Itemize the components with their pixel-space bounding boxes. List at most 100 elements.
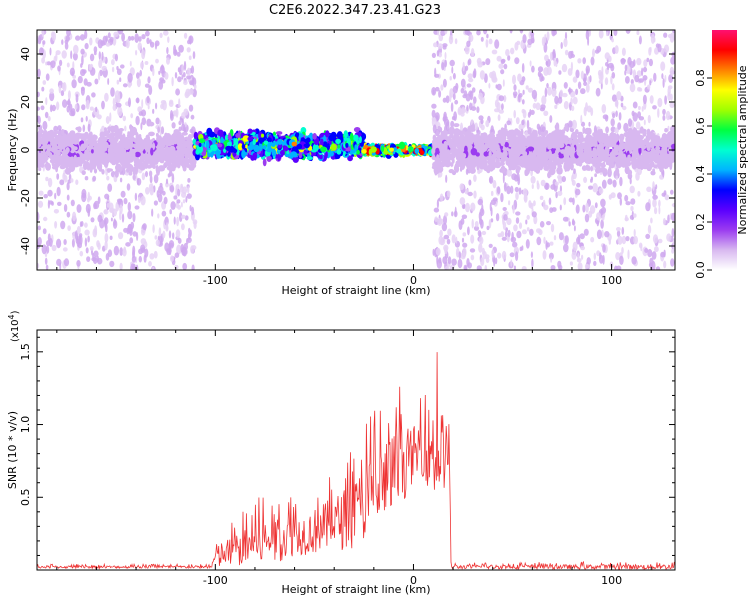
spectrogram-noise-mark bbox=[607, 178, 613, 185]
spectrogram-noise-mark bbox=[440, 239, 444, 246]
spectrogram-noise-mark bbox=[89, 246, 94, 251]
spectrogram-band-mark bbox=[107, 147, 115, 155]
spectrogram-noise-mark bbox=[615, 110, 618, 118]
spectrogram-noise-mark bbox=[537, 71, 542, 78]
spectrogram-noise-mark bbox=[440, 84, 444, 91]
spectrogram-noise-mark bbox=[550, 257, 553, 263]
spectrogram-noise-mark bbox=[610, 64, 615, 72]
spectrogram-noise-mark bbox=[454, 38, 458, 45]
spectrogram-band-mark bbox=[247, 136, 253, 141]
spectrogram-noise-mark bbox=[186, 193, 192, 199]
spectrogram-noise-mark bbox=[502, 207, 507, 211]
spectrogram-noise-mark bbox=[537, 66, 544, 73]
spectrogram-noise-mark bbox=[480, 124, 485, 131]
spectrogram-band-mark bbox=[89, 165, 93, 173]
spectrogram-noise-mark bbox=[652, 105, 657, 110]
spectrogram-noise-mark bbox=[516, 230, 522, 239]
spectrogram-noise-mark bbox=[41, 86, 45, 92]
spectrogram-noise-mark bbox=[528, 200, 532, 209]
spectrogram-noise-mark bbox=[37, 236, 42, 246]
spectrogram-noise-mark bbox=[89, 106, 94, 111]
spectrogram-noise-mark bbox=[63, 239, 67, 245]
spectrogram-noise-mark bbox=[72, 74, 76, 79]
spectrogram-noise-mark bbox=[658, 199, 661, 208]
spectrogram-noise-mark bbox=[525, 219, 528, 225]
spectrogram-noise-mark bbox=[54, 192, 57, 200]
spectrogram-noise-mark bbox=[546, 82, 549, 89]
spectrogram-noise-mark bbox=[176, 188, 181, 197]
spectrogram-noise-mark bbox=[67, 90, 71, 100]
spectrogram-noise-mark bbox=[657, 43, 662, 53]
spectrogram-noise-mark bbox=[52, 31, 56, 42]
spectrogram-noise-mark bbox=[104, 92, 109, 102]
spectrogram-noise-mark bbox=[160, 64, 164, 71]
spectrogram-noise-mark bbox=[497, 252, 502, 259]
spectrogram-noise-mark bbox=[571, 119, 578, 130]
spectrogram-noise-mark bbox=[664, 74, 667, 83]
spectrogram-band-mark bbox=[188, 154, 192, 161]
spectrogram-noise-mark bbox=[529, 60, 532, 67]
spectrogram-noise-mark bbox=[664, 95, 667, 105]
spectrogram-noise-mark bbox=[620, 57, 626, 65]
spectrogram-noise-mark bbox=[513, 84, 517, 91]
spectrogram-noise-mark bbox=[621, 47, 626, 56]
spectrogram-noise-mark bbox=[95, 106, 98, 112]
spectrogram-noise-mark bbox=[80, 117, 84, 123]
spectrogram-noise-mark bbox=[67, 225, 71, 232]
spectrogram-noise-mark bbox=[606, 31, 609, 37]
spectrogram-noise-mark bbox=[476, 30, 481, 36]
spectrogram-noise-mark bbox=[136, 178, 142, 186]
spectrogram-noise-mark bbox=[467, 226, 470, 236]
spectrogram-noise-mark bbox=[437, 30, 440, 36]
spectrogram-noise-mark bbox=[57, 65, 61, 72]
spectrogram-noise-mark bbox=[81, 55, 84, 66]
spectrogram-noise-mark bbox=[114, 90, 120, 100]
spectrogram-noise-mark bbox=[174, 252, 180, 258]
spectrogram-band-mark bbox=[117, 134, 121, 139]
spectrogram-band-mark bbox=[45, 162, 51, 171]
spectrogram-noise-mark bbox=[563, 37, 568, 48]
spectrogram-noise-mark bbox=[42, 228, 47, 235]
spectrogram-noise-mark bbox=[470, 234, 475, 244]
spectrogram-noise-mark bbox=[442, 97, 447, 103]
spectrogram-noise-mark bbox=[119, 262, 123, 270]
spectrogram-noise-mark bbox=[484, 265, 488, 270]
spectrogram-noise-mark bbox=[93, 46, 98, 53]
spectrogram-noise-mark bbox=[632, 101, 638, 109]
spectrogram-noise-mark bbox=[188, 104, 194, 112]
spectrogram-noise-mark bbox=[71, 79, 77, 89]
spectrogram-noise-mark bbox=[522, 34, 527, 44]
spectrogram-noise-mark bbox=[662, 114, 666, 121]
spectrogram-noise-mark bbox=[63, 204, 68, 212]
spectrogram-noise-mark bbox=[543, 110, 549, 117]
spectrogram-noise-mark bbox=[72, 211, 77, 222]
spectrogram-noise-mark bbox=[502, 173, 505, 184]
spectrogram-noise-mark bbox=[501, 250, 507, 260]
spectrogram-band-mark bbox=[336, 149, 342, 155]
spectrogram-band-mark bbox=[296, 143, 303, 150]
spectrogram-noise-mark bbox=[514, 57, 520, 65]
spectrogram-noise-mark bbox=[549, 51, 553, 61]
spectrogram-noise-mark bbox=[159, 32, 163, 38]
spectrogram-noise-mark bbox=[191, 264, 195, 270]
spectrogram-noise-mark bbox=[541, 76, 545, 82]
spectrogram-noise-mark bbox=[37, 211, 40, 222]
spectrogram-band-mark bbox=[158, 165, 165, 172]
spectrogram-noise-mark bbox=[594, 202, 598, 209]
spectrogram-noise-mark bbox=[562, 216, 569, 222]
spectrogram-noise-mark bbox=[636, 57, 642, 66]
spectrogram-noise-mark bbox=[451, 234, 456, 244]
spectrogram-band-mark bbox=[260, 133, 265, 138]
spectrogram-noise-mark bbox=[453, 210, 458, 218]
spectrogram-noise-mark bbox=[635, 172, 640, 181]
spectrogram-noise-mark bbox=[86, 256, 91, 262]
spectrogram-noise-mark bbox=[76, 226, 81, 235]
spectrogram-band-mark bbox=[324, 130, 330, 138]
spectrogram-noise-mark bbox=[53, 209, 60, 214]
spectrogram-noise-mark bbox=[463, 204, 465, 209]
spectrogram-noise-mark bbox=[670, 258, 675, 267]
spectrogram-noise-mark bbox=[77, 242, 82, 249]
spectrogram-noise-mark bbox=[530, 176, 536, 184]
spectrogram-noise-mark bbox=[101, 51, 104, 61]
spectrogram-noise-mark bbox=[653, 37, 656, 43]
